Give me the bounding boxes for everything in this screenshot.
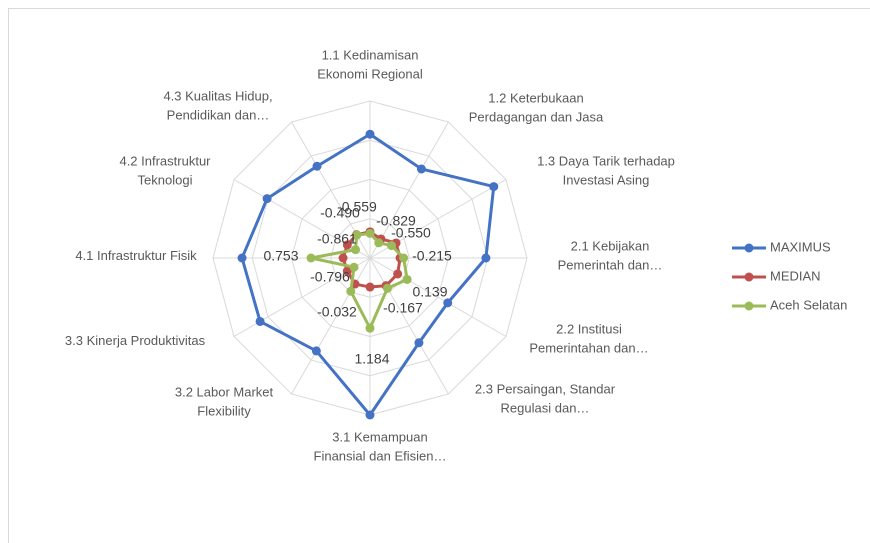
marker [306,253,316,263]
marker [342,266,352,276]
marker [312,161,322,171]
legend-marker [744,272,754,282]
marker [365,282,375,292]
axis-label: 4.2 Infrastruktur Teknologi [119,154,211,188]
legend-marker [744,301,754,311]
chart-frame [8,8,870,543]
axis-label: 1.1 Kedinamisan Ekonomi Regional [317,48,423,82]
legend-marker [744,243,754,253]
marker [255,316,265,326]
axis-label: 1.2 Keterbukaan Perdagangan dan Jasa [469,91,604,125]
data-label: 0.139 [412,284,447,300]
marker [365,323,375,333]
marker [352,230,362,240]
legend-label: Aceh Selatan [770,297,847,312]
axis-label: 3.1 Kemampuan Finansial dan Efisien… [314,430,447,464]
axis-label: 1.3 Daya Tarik terhadap Investasi Asing [537,154,675,188]
axis-label: 2.1 Kebijakan Pemerintah dan… [558,239,663,273]
data-label: 1.184 [354,351,389,367]
series-line [240,132,496,417]
marker [374,238,384,248]
axis-label: 3.3 Kinerja Produktivitas [65,333,206,348]
data-label: 0.753 [263,248,298,264]
marker [342,240,352,250]
axis-label: 4.3 Kualitas Hidup, Pendidikan dan… [163,89,272,123]
data-label: -0.215 [412,248,452,264]
marker [443,298,453,308]
marker [346,286,356,296]
marker [311,346,321,356]
marker [414,338,424,348]
data-label: -0.167 [383,300,423,316]
marker [402,274,412,284]
axis-label: 2.2 Institusi Pemerintahan dan… [529,322,648,356]
spoke [369,257,507,337]
marker [387,241,397,251]
marker [393,269,403,279]
data-label: -0.861 [317,231,357,247]
axis-label: 3.2 Labor Market Flexibility [175,385,274,419]
marker [338,253,348,263]
marker [262,194,272,204]
marker [416,164,426,174]
data-label: -0.032 [317,304,357,320]
data-label: -0.490 [320,205,360,221]
marker [349,262,359,272]
marker [399,253,409,263]
marker [365,129,375,139]
axis-label: 2.3 Persaingan, Standar Regulasi dan… [475,382,616,416]
marker [365,410,375,420]
data-label: -0.796 [310,269,350,285]
marker [481,253,491,263]
legend-label: MEDIAN [770,268,821,283]
marker [489,182,499,192]
marker [351,245,361,255]
data-label: -0.559 [337,199,377,215]
marker [237,253,247,263]
data-label: -0.550 [391,225,431,241]
axis-label: 4.1 Infrastruktur Fisik [75,248,197,263]
marker [382,283,392,293]
marker [365,228,375,238]
legend-label: MAXIMUS [770,239,831,254]
data-label: -0.829 [376,213,416,229]
spoke [369,257,449,395]
